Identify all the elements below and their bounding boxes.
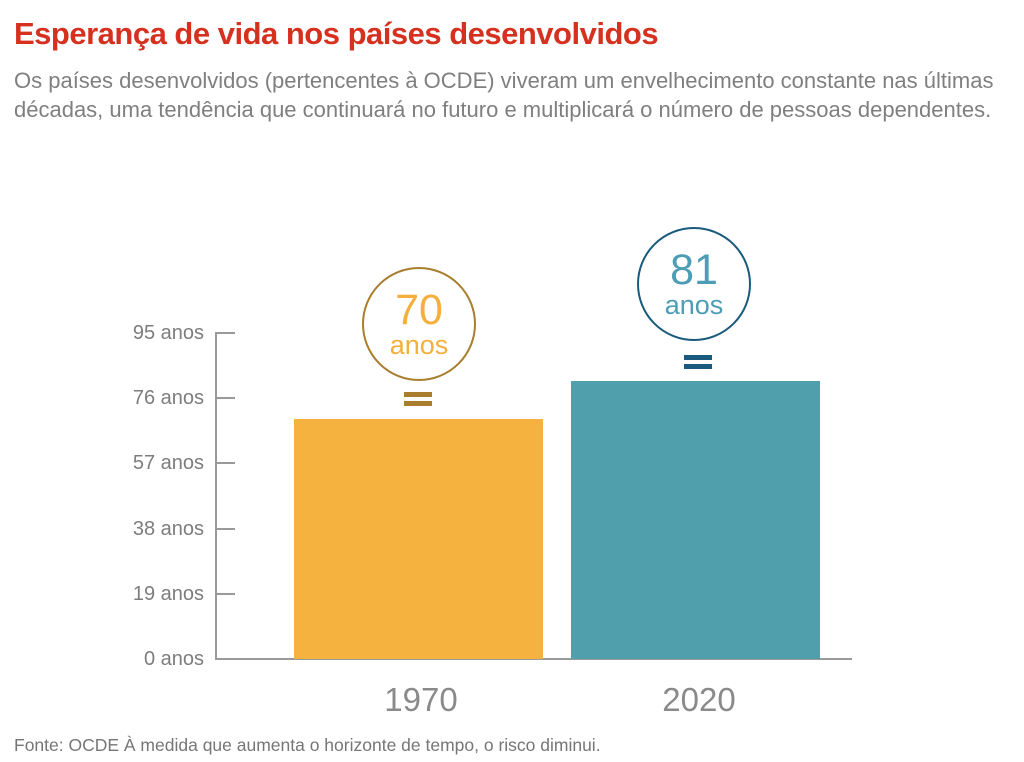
y-tick-label: 0 anos <box>143 648 204 670</box>
y-axis-line <box>215 332 217 659</box>
equals-icon-1970 <box>404 392 432 406</box>
annotation-unit-1970: anos <box>389 330 449 360</box>
y-tick-mark <box>216 528 235 530</box>
annotation-value-2020: 81 <box>670 246 718 294</box>
y-tick-label: 76 anos <box>132 387 204 409</box>
x-axis-label-2020: 2020 <box>662 681 736 718</box>
annotation-unit-2020: anos <box>664 290 724 320</box>
y-tick-label: 57 anos <box>132 452 204 474</box>
y-tick-label: 95 anos <box>132 322 204 344</box>
equals-bar <box>404 401 432 406</box>
equals-bar <box>404 392 432 397</box>
y-tick-label: 38 anos <box>132 518 204 540</box>
annotation-circle-2020: 81 anos <box>637 227 751 341</box>
page-title: Esperança de vida nos países desenvolvid… <box>14 16 659 51</box>
equals-bar <box>684 355 712 360</box>
bar-2020 <box>571 381 820 659</box>
bar-1970 <box>294 419 543 659</box>
page-subtitle: Os países desenvolvidos (pertencentes à … <box>14 68 994 122</box>
y-tick-mark <box>216 332 235 334</box>
annotation-value-1970: 70 <box>395 286 443 334</box>
equals-icon-2020 <box>684 355 712 369</box>
y-tick-mark <box>216 397 235 399</box>
y-tick-label: 19 anos <box>132 583 204 605</box>
source-note: Fonte: OCDE À medida que aumenta o horiz… <box>14 735 601 755</box>
equals-bar <box>684 364 712 369</box>
x-axis-label-1970: 1970 <box>384 681 458 718</box>
annotation-circle-1970: 70 anos <box>362 267 476 381</box>
y-tick-mark <box>216 593 235 595</box>
x-axis-line <box>215 658 852 660</box>
y-tick-mark <box>216 462 235 464</box>
